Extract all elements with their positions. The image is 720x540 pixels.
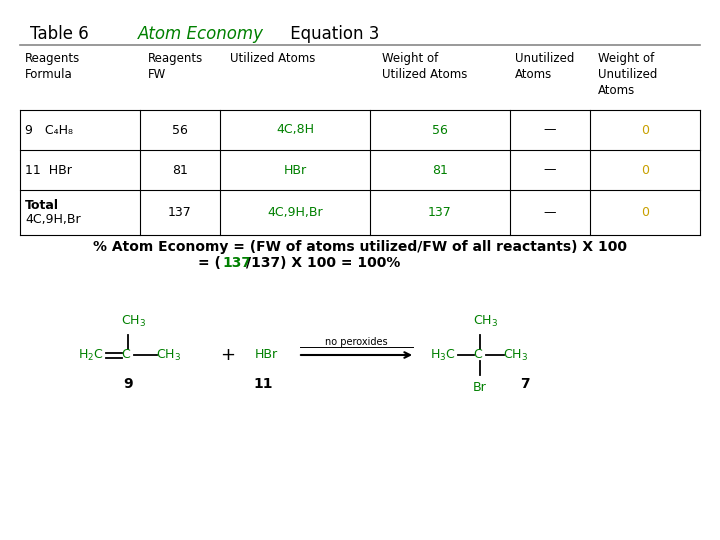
Text: 0: 0 xyxy=(641,164,649,177)
Text: Utilized Atoms: Utilized Atoms xyxy=(230,52,315,65)
Text: 11  HBr: 11 HBr xyxy=(25,164,72,177)
Text: 0: 0 xyxy=(641,206,649,219)
Text: —: — xyxy=(544,164,557,177)
Text: Atom Economy: Atom Economy xyxy=(138,25,264,43)
Text: /137) X 100 = 100%: /137) X 100 = 100% xyxy=(246,256,400,270)
Text: Weight of
Unutilized
Atoms: Weight of Unutilized Atoms xyxy=(598,52,657,97)
Text: 137: 137 xyxy=(168,206,192,219)
Text: HBr: HBr xyxy=(255,348,278,361)
Text: —: — xyxy=(544,124,557,137)
Text: C: C xyxy=(121,348,130,361)
Text: 56: 56 xyxy=(432,124,448,137)
Text: HBr: HBr xyxy=(284,164,307,177)
Text: Reagents
Formula: Reagents Formula xyxy=(25,52,80,81)
Text: CH$_3$: CH$_3$ xyxy=(156,347,181,362)
Text: CH$_3$: CH$_3$ xyxy=(503,347,528,362)
Text: Unutilized
Atoms: Unutilized Atoms xyxy=(515,52,575,81)
Text: H$_3$C: H$_3$C xyxy=(430,347,456,362)
Text: Weight of
Utilized Atoms: Weight of Utilized Atoms xyxy=(382,52,467,81)
Text: H$_2$C: H$_2$C xyxy=(78,347,104,362)
Text: Br: Br xyxy=(473,381,487,394)
Text: 9: 9 xyxy=(123,377,132,391)
Text: Reagents
FW: Reagents FW xyxy=(148,52,203,81)
Text: no peroxides: no peroxides xyxy=(325,337,388,347)
Text: Equation 3: Equation 3 xyxy=(285,25,379,43)
Text: 137: 137 xyxy=(428,206,452,219)
Text: 9   C₄H₈: 9 C₄H₈ xyxy=(25,124,73,137)
Text: CH$_3$: CH$_3$ xyxy=(121,314,146,329)
Text: —: — xyxy=(544,206,557,219)
Text: Total: Total xyxy=(25,199,59,212)
Text: % Atom Economy = (FW of atoms utilized/FW of all reactants) X 100: % Atom Economy = (FW of atoms utilized/F… xyxy=(93,240,627,254)
Text: 4C,8H: 4C,8H xyxy=(276,124,314,137)
Text: 56: 56 xyxy=(172,124,188,137)
Text: C: C xyxy=(473,348,482,361)
Text: 4C,9H,Br: 4C,9H,Br xyxy=(267,206,323,219)
Text: 4C,9H,Br: 4C,9H,Br xyxy=(25,213,81,226)
Text: 137: 137 xyxy=(222,256,251,270)
Text: 81: 81 xyxy=(172,164,188,177)
Text: +: + xyxy=(220,346,235,364)
Text: CH$_3$: CH$_3$ xyxy=(473,314,498,329)
Text: 11: 11 xyxy=(253,377,273,391)
Text: 7: 7 xyxy=(520,377,530,391)
Text: 0: 0 xyxy=(641,124,649,137)
Text: = (: = ( xyxy=(198,256,221,270)
Text: 81: 81 xyxy=(432,164,448,177)
Text: Table 6: Table 6 xyxy=(30,25,89,43)
